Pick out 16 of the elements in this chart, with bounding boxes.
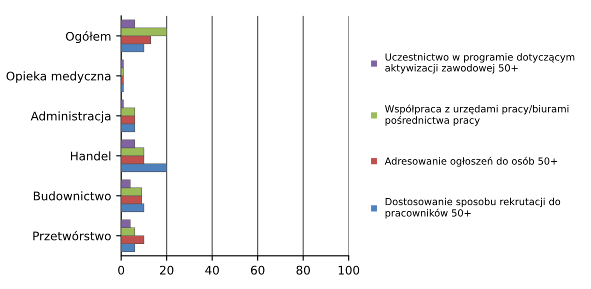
y-tick-label: Ogółem (66, 31, 110, 44)
legend-label: Współpraca z urzędami pracy/biurami pośrednictwa pracy (385, 104, 568, 126)
x-tick-label: 40 (205, 266, 219, 275)
legend-label: Dostosowanie sposobu rekrutacji do pracowników 50+ (386, 198, 560, 218)
legend-label: Adresowanie ogłoszeń do osób 50+ (384, 156, 558, 167)
x-tick-label: 20 (160, 266, 174, 275)
x-tick-label: 60 (250, 266, 264, 275)
y-tick-label: Opieka medyczna (6, 71, 110, 83)
y-tick-label: Administracja (30, 111, 110, 123)
y-tick-label: Handel (70, 151, 110, 160)
x-tick-label: 0 (118, 266, 124, 275)
legend-label: Uczestnictwo w programie dotyczącym aktywizacji zawodowej 50+ (385, 53, 574, 74)
y-tick-label: Przetwórstwo (33, 230, 111, 240)
x-tick-label: 80 (296, 266, 310, 275)
x-tick-label: 100 (338, 266, 360, 275)
y-tick-label: Budownictwo (34, 191, 111, 200)
